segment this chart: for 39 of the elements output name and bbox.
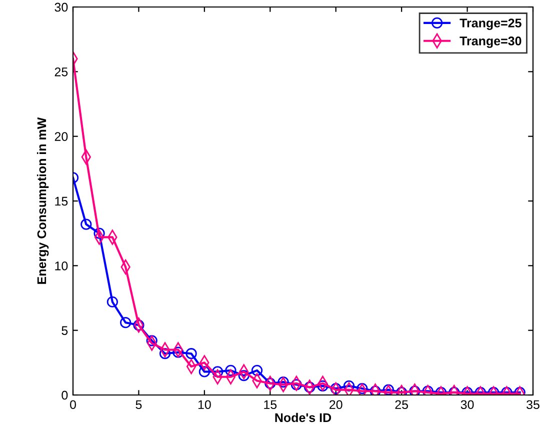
legend-label: Trange=25 [460, 18, 522, 30]
point [159, 348, 171, 360]
x-tick-label: 30 [460, 400, 474, 410]
x-tick-label: 0 [70, 400, 76, 410]
point [225, 364, 236, 376]
point [290, 379, 302, 390]
y-tick-label: 15 [55, 196, 68, 206]
point [278, 376, 289, 388]
point [198, 366, 210, 378]
x-tick-label: 5 [136, 400, 142, 410]
point [94, 228, 105, 239]
x-tick-label: 25 [395, 400, 408, 410]
y-tick-label: 25 [54, 67, 68, 76]
y-tick-label: 5 [62, 326, 68, 335]
point [172, 346, 184, 358]
point [120, 317, 132, 328]
point [212, 366, 224, 378]
point [186, 348, 197, 360]
x-tick-label: 20 [330, 400, 342, 410]
legend-label: Trange=30 [460, 36, 522, 48]
x-axis-title: Node's ID [275, 412, 332, 422]
point [409, 386, 420, 395]
point [343, 380, 355, 392]
y-tick-label: 0 [62, 390, 68, 400]
point [251, 364, 263, 376]
point [317, 380, 328, 392]
point [238, 370, 250, 382]
point [370, 386, 381, 395]
point [146, 335, 158, 346]
point [344, 382, 354, 395]
point [80, 218, 92, 230]
x-tick-label: 35 [526, 400, 540, 410]
point [106, 296, 118, 308]
x-tick-label: 15 [264, 400, 277, 410]
y-tick-label: 10 [55, 261, 68, 270]
x-tick-label: 10 [198, 400, 211, 410]
y-tick-label: 20 [54, 132, 68, 141]
y-tick-label: 30 [54, 2, 68, 12]
y-axis-title: Energy Consumption in mW [36, 117, 49, 284]
